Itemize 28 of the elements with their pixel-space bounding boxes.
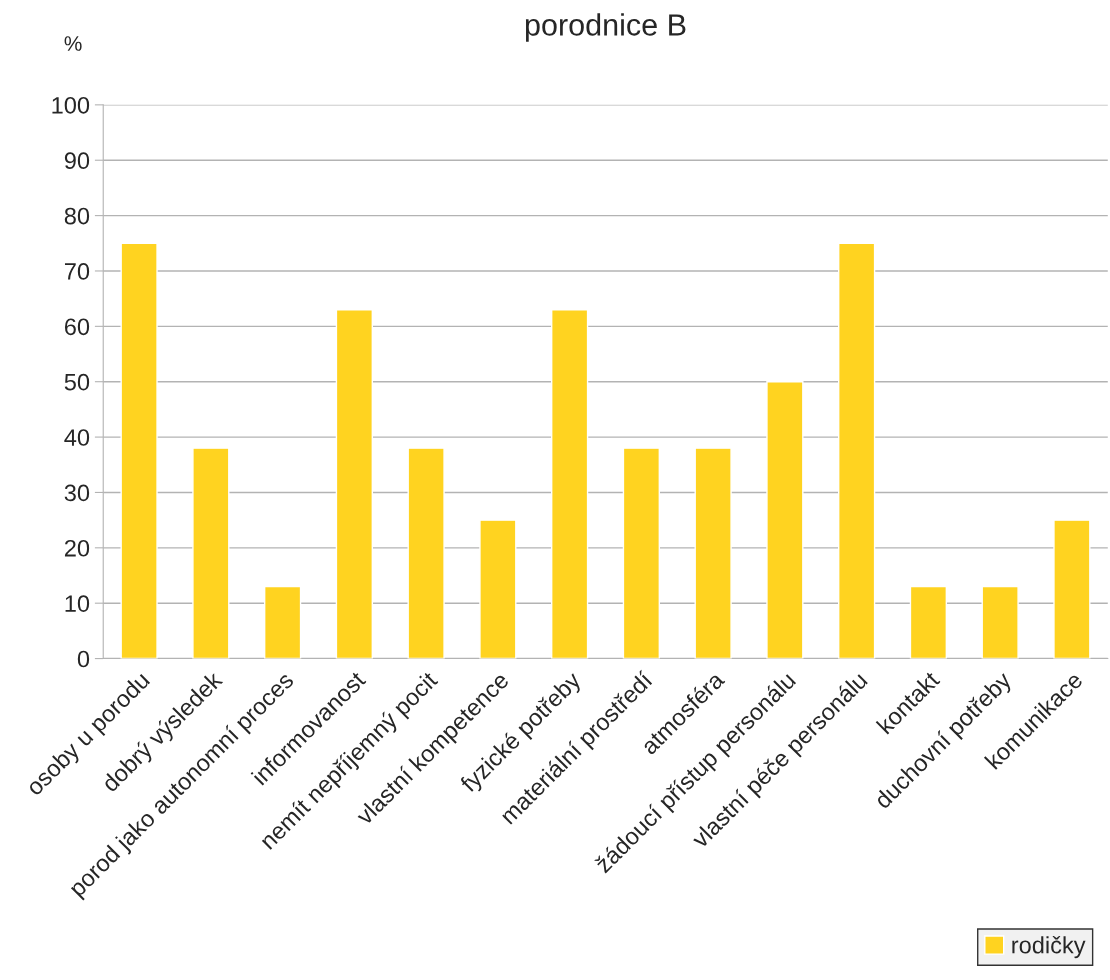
bar	[622, 447, 661, 659]
y-tick-label: 100	[52, 96, 90, 114]
y-tick-label: 20	[64, 539, 90, 557]
y-tick-label: 30	[64, 484, 90, 502]
y-axis-title: %	[64, 36, 82, 51]
y-tick-label: 50	[64, 373, 90, 391]
bar	[766, 381, 804, 659]
bar	[335, 309, 374, 659]
bar	[479, 519, 517, 659]
y-tick-label: 80	[64, 207, 90, 225]
bar	[263, 585, 302, 659]
y-tick-label: 0	[77, 650, 90, 668]
bar	[694, 447, 732, 659]
bar	[120, 242, 158, 659]
y-tick-label: 40	[64, 429, 90, 446]
y-tick-label: 10	[65, 595, 90, 612]
bar	[909, 585, 948, 659]
y-tick-label: 90	[64, 152, 90, 170]
y-tick-label: 60	[64, 318, 90, 336]
bar	[192, 447, 230, 659]
bar	[981, 585, 1019, 659]
bar	[407, 447, 445, 659]
legend-label: rodičky	[1012, 936, 1086, 959]
y-tick-label: 70	[64, 263, 90, 280]
bar	[838, 242, 876, 659]
bar	[1053, 519, 1091, 659]
chart-title: porodnice B	[525, 13, 686, 42]
bar	[550, 309, 589, 659]
